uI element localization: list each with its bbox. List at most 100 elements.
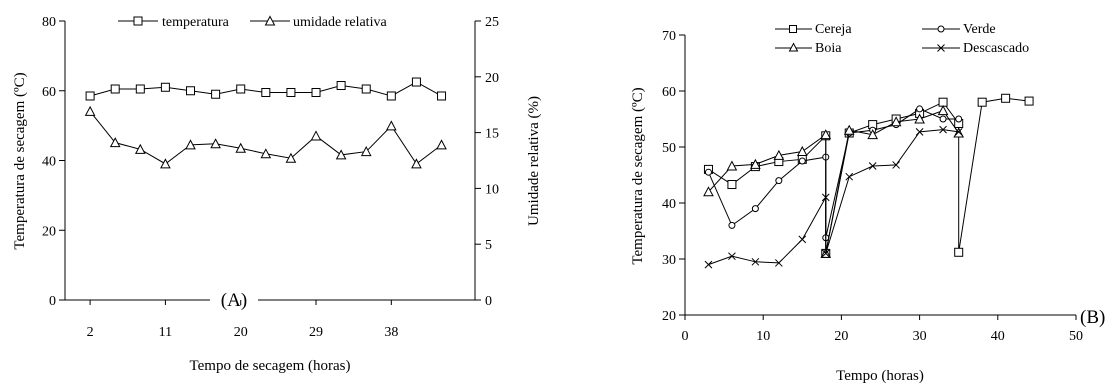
y2-tick-label: 25 xyxy=(485,15,499,30)
x-tick-label: 20 xyxy=(834,329,848,344)
chart-a-panel-label: (A) xyxy=(221,290,247,311)
data-point-temperatura xyxy=(411,77,421,87)
y-tick-label: 40 xyxy=(42,155,56,170)
data-point-temperatura xyxy=(236,84,246,94)
x-tick-label: 10 xyxy=(756,329,770,344)
data-point-descascado xyxy=(774,259,783,267)
data-point-cereja xyxy=(1024,96,1034,106)
data-point-boia xyxy=(843,124,855,135)
y-tick-label: 60 xyxy=(662,85,676,100)
y2-tick-label: 20 xyxy=(485,71,499,86)
data-point-umidade-relativa xyxy=(185,139,196,150)
y-tick-label: 20 xyxy=(662,309,676,324)
data-point-verde xyxy=(704,168,712,176)
legend-label-boia: Boia xyxy=(815,41,842,56)
data-point-boia xyxy=(890,116,902,127)
chart-b-legend: Cereja Boia Verde Descascado xyxy=(775,22,1029,56)
chart-a: 0 20 40 60 80 0 5 10 15 20 25 2 11 20 29 38 temperatura… xyxy=(12,15,542,374)
y-tick-label: 80 xyxy=(42,15,56,30)
data-point-boia xyxy=(820,129,832,140)
data-point-verde xyxy=(728,221,736,229)
data-point-descascado xyxy=(868,162,877,170)
data-point-boia xyxy=(937,105,949,116)
data-point-descascado xyxy=(821,193,830,202)
x-tick-label: 30 xyxy=(913,329,927,344)
y2-tick-label: 0 xyxy=(485,294,492,309)
x-tick-label: 38 xyxy=(384,325,398,340)
data-point-umidade-relativa xyxy=(411,158,422,169)
data-point-descascado xyxy=(915,128,924,136)
y-tick-label: 20 xyxy=(42,224,56,239)
legend-label-verde: Verde xyxy=(963,22,996,37)
y-tick-label: 70 xyxy=(662,29,676,44)
data-point-umidade-relativa xyxy=(84,105,96,116)
chart-a-series xyxy=(84,77,447,169)
data-point-descascado xyxy=(728,252,736,261)
chart-b-series xyxy=(703,93,1034,269)
data-point-umidade-relativa xyxy=(436,139,447,150)
x-tick-label: 40 xyxy=(991,329,1005,344)
data-point-verde xyxy=(916,105,924,113)
data-point-verde xyxy=(939,115,947,123)
x-tick-label: 50 xyxy=(1069,329,1083,344)
data-point-descascado xyxy=(704,260,713,269)
data-point-descascado xyxy=(845,172,854,181)
legend-label-umidade: umidade relativa xyxy=(293,15,387,30)
data-point-temperatura xyxy=(361,84,371,94)
chart-a-y-title: Temperatura de secagem (ºC) xyxy=(12,72,28,249)
data-point-descascado xyxy=(939,125,947,134)
data-point-verde xyxy=(775,177,783,185)
data-point-umidade-relativa xyxy=(360,146,372,157)
x-tick-label: 2 xyxy=(87,325,94,340)
data-point-boia xyxy=(796,145,808,156)
data-point-umidade-relativa xyxy=(385,120,397,131)
data-point-descascado xyxy=(821,249,830,258)
legend-label-cereja: Cereja xyxy=(815,22,852,37)
data-point-temperatura xyxy=(110,84,120,94)
data-point-temperatura xyxy=(386,91,396,101)
data-point-boia xyxy=(953,127,965,138)
data-point-boia xyxy=(750,158,761,169)
chart-b-ticks: 20 30 40 50 60 70 0 10 20 30 40 50 xyxy=(662,29,1083,344)
data-point-temperatura xyxy=(186,86,196,96)
y2-tick-label: 5 xyxy=(485,238,492,253)
chart-a-x-title: Tempo de secagem (horas) xyxy=(190,358,351,374)
legend-label-temperatura: temperatura xyxy=(162,15,230,30)
data-point-cereja xyxy=(977,97,987,107)
data-point-umidade-relativa xyxy=(260,148,272,159)
data-point-boia xyxy=(726,160,738,171)
data-point-temperatura xyxy=(286,87,296,97)
x-tick-label: 11 xyxy=(159,325,172,340)
series-line-descascado xyxy=(708,129,959,266)
x-tick-label: 29 xyxy=(309,325,323,340)
data-point-temperatura xyxy=(311,87,321,97)
data-point-descascado xyxy=(954,128,963,136)
data-point-cereja xyxy=(938,97,948,107)
chart-a-y2-title: Umidade relativa (%) xyxy=(526,96,542,226)
chart-b-x-title: Tempo (horas) xyxy=(836,368,924,384)
y-tick-label: 40 xyxy=(662,197,676,212)
data-point-umidade-relativa xyxy=(285,152,297,163)
data-point-temperatura xyxy=(85,91,95,101)
data-point-temperatura xyxy=(336,81,346,91)
y-tick-label: 60 xyxy=(42,85,56,100)
data-point-cereja xyxy=(1001,93,1011,103)
chart-a-legend: temperatura umidade relativa xyxy=(118,15,387,30)
data-point-umidade-relativa xyxy=(210,138,221,149)
data-point-boia xyxy=(703,186,714,197)
data-point-boia xyxy=(773,149,785,160)
chart-a-axes xyxy=(64,21,476,301)
data-point-umidade-relativa xyxy=(160,158,171,169)
y-tick-label: 30 xyxy=(662,253,676,268)
data-point-temperatura xyxy=(261,87,271,97)
data-point-verde xyxy=(751,205,759,213)
data-point-descascado xyxy=(798,235,807,244)
data-point-cereja xyxy=(954,247,964,257)
x-tick-label: 20 xyxy=(234,325,248,340)
data-point-temperatura xyxy=(160,82,170,92)
data-point-umidade-relativa xyxy=(109,137,121,148)
chart-b-panel-label: (B) xyxy=(1080,307,1105,328)
data-point-temperatura xyxy=(135,84,145,94)
data-point-umidade-relativa xyxy=(310,130,322,141)
